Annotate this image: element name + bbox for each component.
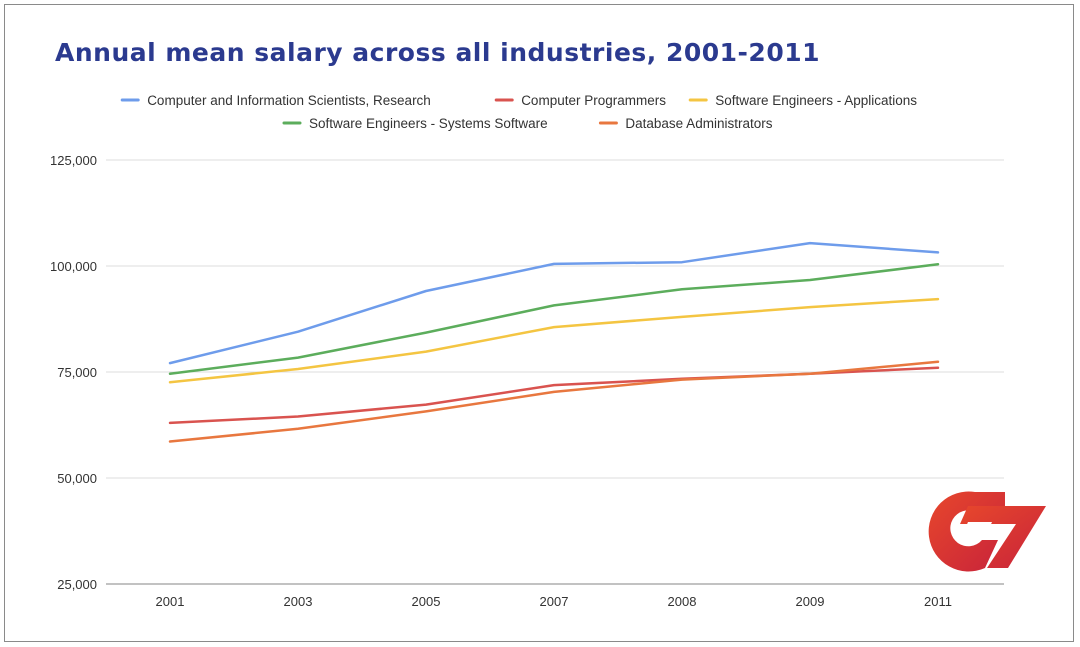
chart-title: Annual mean salary across all industries…: [55, 38, 821, 67]
y-axis-ticks: 25,000 50,000 75,000 100,000 125,000: [50, 153, 97, 592]
chart-frame: [4, 4, 1074, 642]
legend-label: Database Administrators: [625, 116, 772, 131]
x-tick-label: 2003: [284, 594, 313, 609]
legend-label: Software Engineers - Applications: [715, 93, 917, 108]
y-tick-label: 100,000: [50, 259, 97, 274]
x-axis-ticks: 2001 2003 2005 2007 2008 2009 2011: [156, 594, 952, 609]
x-tick-label: 2009: [796, 594, 825, 609]
legend-label: Computer Programmers: [521, 93, 666, 108]
series-line-3: [168, 263, 940, 375]
x-tick-label: 2007: [540, 594, 569, 609]
legend-label: Software Engineers - Systems Software: [309, 116, 548, 131]
series-line-1: [168, 366, 940, 425]
legend: Computer and Information Scientists, Res…: [120, 93, 917, 131]
c7-logo-notch: [960, 522, 992, 540]
series-line-2: [168, 297, 940, 384]
y-tick-label: 125,000: [50, 153, 97, 168]
x-tick-label: 2011: [924, 594, 952, 609]
series-line-4: [168, 360, 940, 443]
x-tick-label: 2001: [156, 594, 185, 609]
x-tick-label: 2008: [668, 594, 697, 609]
y-tick-label: 50,000: [57, 471, 97, 486]
x-tick-label: 2005: [412, 594, 441, 609]
series-lines: [168, 241, 940, 443]
legend-label: Computer and Information Scientists, Res…: [147, 93, 431, 108]
series-line-0: [168, 241, 940, 365]
y-tick-label: 75,000: [57, 365, 97, 380]
y-tick-label: 25,000: [57, 577, 97, 592]
c7-logo: [928, 491, 1046, 572]
c7-logo-seven-shape: [960, 506, 1046, 568]
